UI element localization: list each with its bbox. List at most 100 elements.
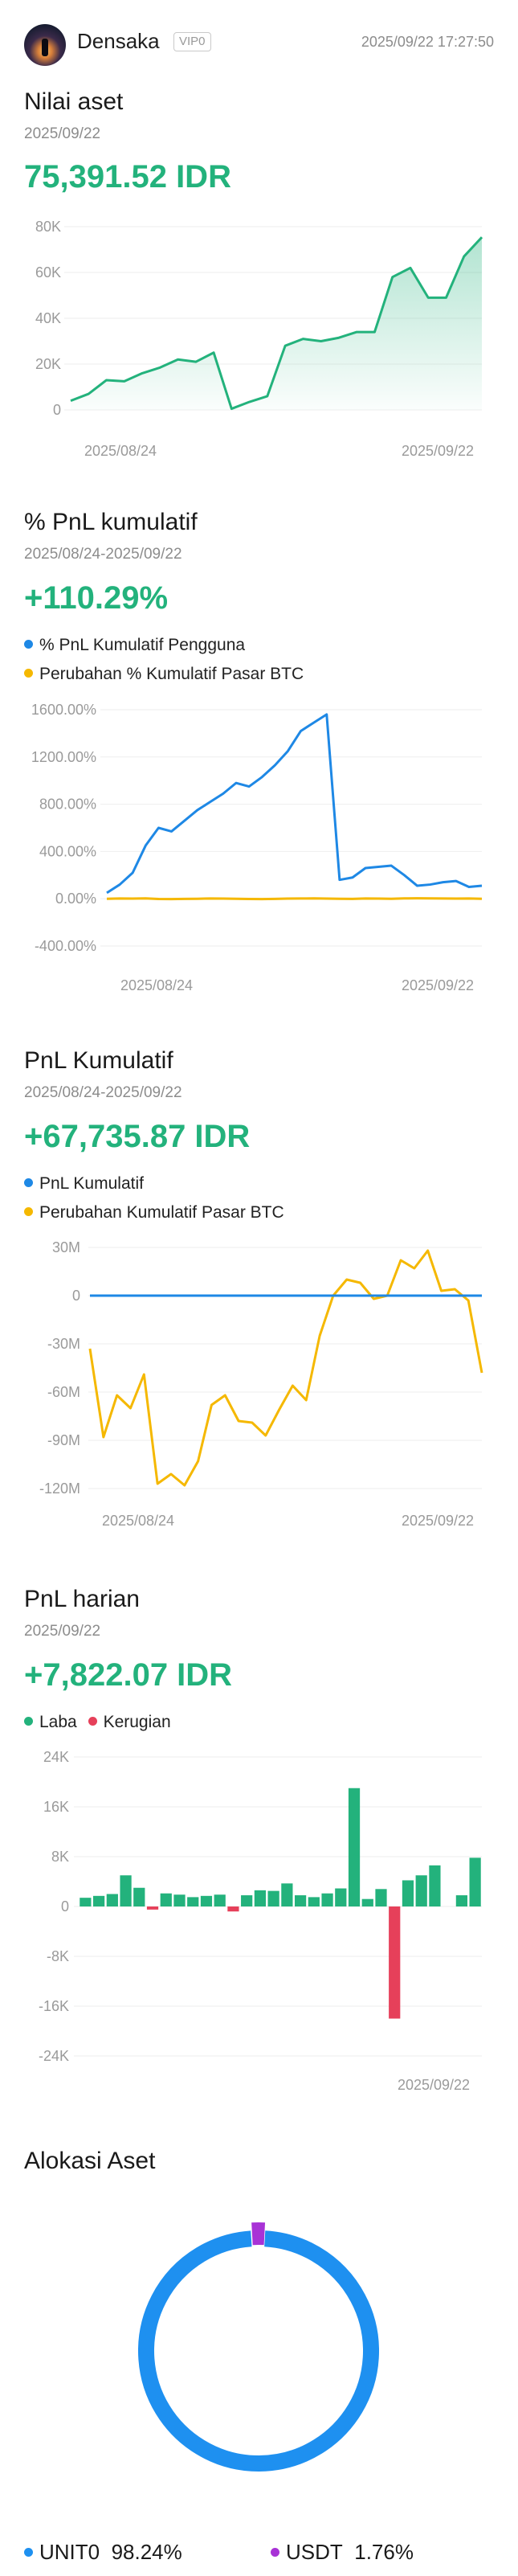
y-tick-label: 0	[61, 1898, 69, 1915]
legend-btc-pnl-cumulative[interactable]: Perubahan Kumulatif Pasar BTC	[24, 1203, 284, 1222]
y-tick-label: 1600.00%	[31, 702, 96, 718]
profit-bar	[106, 1894, 118, 1906]
pnl-daily-chart[interactable]: 24K 16K 8K 0 -8K -16K -24K 2025/09/22	[0, 1744, 518, 2098]
loss-bar	[146, 1906, 159, 1910]
allocation-donut-chart[interactable]	[0, 2194, 518, 2500]
vip-badge[interactable]: VIP0	[173, 32, 211, 51]
allocation-percent: 1.76%	[354, 2540, 414, 2564]
pnl-percent-chart[interactable]: 1600.00% 1200.00% 800.00% 400.00% 0.00% -400.…	[0, 699, 518, 1005]
x-tick-label: 2025/09/22	[402, 443, 474, 459]
allocation-name: USDT	[286, 2540, 343, 2564]
loss-bar	[389, 1906, 401, 2019]
y-tick-label: 0	[72, 1288, 80, 1304]
y-tick-label: 0	[53, 402, 61, 418]
y-tick-label: 16K	[43, 1799, 69, 1815]
profit-bar	[214, 1894, 226, 1906]
legend-user-pnl-cumulative[interactable]: PnL Kumulatif	[24, 1174, 144, 1194]
legend-label-loss: Kerugian	[103, 1713, 171, 1731]
btc-pnl-cumulative-line	[88, 1249, 483, 1487]
y-tick-label: 24K	[43, 1749, 69, 1765]
y-tick-label: 40K	[35, 310, 61, 326]
asset-line	[70, 236, 483, 411]
legend-btc-pnl-percent[interactable]: Perubahan % Kumulatif Pasar BTC	[24, 665, 304, 684]
y-tick-label: 8K	[51, 1849, 69, 1865]
header: Densaka VIP0 2025/09/22 17:27:50	[0, 0, 518, 88]
asset-value-chart[interactable]: 80K 60K 40K 20K 0 2025/08/24 2025/09/22	[0, 209, 518, 466]
y-tick-label: -30M	[47, 1336, 80, 1352]
allocation-item-unit0[interactable]: UNIT0 98.24%	[24, 2540, 182, 2565]
pnl-cumulative-amount: +67,735.87 IDR	[24, 1119, 251, 1154]
asset-value-title: Nilai aset	[24, 88, 124, 115]
y-tick-label: -16K	[39, 1998, 69, 2014]
y-tick-label: -24K	[39, 2048, 69, 2064]
pnl-percent-title: % PnL kumulatif	[24, 509, 198, 535]
y-tick-label: 1200.00%	[31, 749, 96, 765]
y-tick-label: 30M	[52, 1239, 80, 1255]
legend-label: PnL Kumulatif	[39, 1174, 144, 1193]
x-tick-label: 2025/09/22	[402, 1513, 474, 1529]
profit-bar	[120, 1875, 132, 1906]
allocation-dot-purple	[271, 2547, 279, 2557]
profit-bar	[469, 1857, 481, 1906]
profit-bar	[375, 1889, 387, 1906]
x-tick-label: 2025/08/24	[84, 443, 157, 459]
username[interactable]: Densaka	[77, 29, 160, 53]
x-tick-label: 2025/08/24	[102, 1513, 174, 1529]
profit-bar	[254, 1890, 267, 1906]
profit-bar	[415, 1875, 427, 1906]
legend-dot-blue	[24, 1177, 33, 1187]
profit-bar	[294, 1895, 307, 1906]
legend-dot-yellow	[24, 1206, 33, 1216]
legend-label: % PnL Kumulatif Pengguna	[39, 636, 246, 654]
legend-pnl-daily[interactable]: Laba Kerugian	[24, 1713, 171, 1732]
donut-slice-unit0	[138, 2230, 379, 2472]
pnl-cumulative-title: PnL Kumulatif	[24, 1047, 173, 1074]
y-tick-label: -400.00%	[35, 938, 96, 954]
y-tick-label: 20K	[35, 356, 61, 372]
y-tick-label: -90M	[47, 1432, 80, 1448]
legend-dot-blue	[24, 639, 33, 649]
profit-bar	[92, 1895, 105, 1906]
y-tick-label: 400.00%	[39, 843, 96, 859]
y-tick-label: -120M	[39, 1480, 80, 1497]
avatar[interactable]	[24, 24, 66, 66]
profit-bar	[348, 1788, 361, 1906]
y-tick-label: 60K	[35, 264, 61, 281]
profit-bar	[429, 1865, 441, 1906]
pnl-daily-date: 2025/09/22	[24, 1623, 101, 1640]
profit-bar	[80, 1898, 92, 1906]
y-tick-label: -8K	[47, 1948, 69, 1964]
profit-bar	[455, 1895, 468, 1906]
pnl-percent-date-range: 2025/08/24-2025/09/22	[24, 546, 182, 563]
legend-dot-red	[88, 1716, 97, 1726]
profit-bar	[187, 1897, 199, 1906]
legend-user-pnl-percent[interactable]: % PnL Kumulatif Pengguna	[24, 636, 245, 655]
y-tick-label: 0.00%	[55, 891, 96, 907]
profit-bar	[308, 1897, 320, 1906]
y-tick-label: 800.00%	[39, 797, 96, 813]
asset-value-date: 2025/09/22	[24, 125, 101, 142]
legend-label: Perubahan % Kumulatif Pasar BTC	[39, 665, 304, 683]
x-tick-label: 2025/09/22	[402, 977, 474, 993]
pnl-cumulative-date-range: 2025/08/24-2025/09/22	[24, 1084, 182, 1101]
loss-bar	[227, 1906, 239, 1912]
profit-bar	[361, 1898, 373, 1906]
timestamp: 2025/09/22 17:27:50	[361, 34, 494, 50]
legend-dot-green	[24, 1716, 33, 1726]
allocation-dot-blue	[24, 2547, 33, 2557]
profit-bar	[173, 1894, 186, 1906]
y-tick-label: -60M	[47, 1384, 80, 1400]
profit-bar	[281, 1883, 293, 1906]
avatar-figure	[42, 39, 48, 56]
profit-bar	[321, 1893, 333, 1906]
allocation-item-usdt[interactable]: USDT 1.76%	[271, 2540, 414, 2565]
asset-value-amount: 75,391.52 IDR	[24, 159, 231, 195]
profit-bar	[133, 1887, 145, 1906]
legend-label-profit: Laba	[39, 1713, 77, 1731]
allocation-percent: 98.24%	[111, 2540, 182, 2564]
pnl-daily-title: PnL harian	[24, 1586, 140, 1612]
profit-bar	[160, 1893, 172, 1906]
y-tick-label: 80K	[35, 219, 61, 235]
profit-bar	[335, 1888, 347, 1906]
pnl-cumulative-chart[interactable]: 30M 0 -30M -60M -90M -120M 2025/08/24 2025/09/2…	[0, 1238, 518, 1543]
